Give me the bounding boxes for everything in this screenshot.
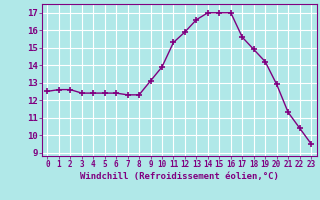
X-axis label: Windchill (Refroidissement éolien,°C): Windchill (Refroidissement éolien,°C) [80, 172, 279, 181]
